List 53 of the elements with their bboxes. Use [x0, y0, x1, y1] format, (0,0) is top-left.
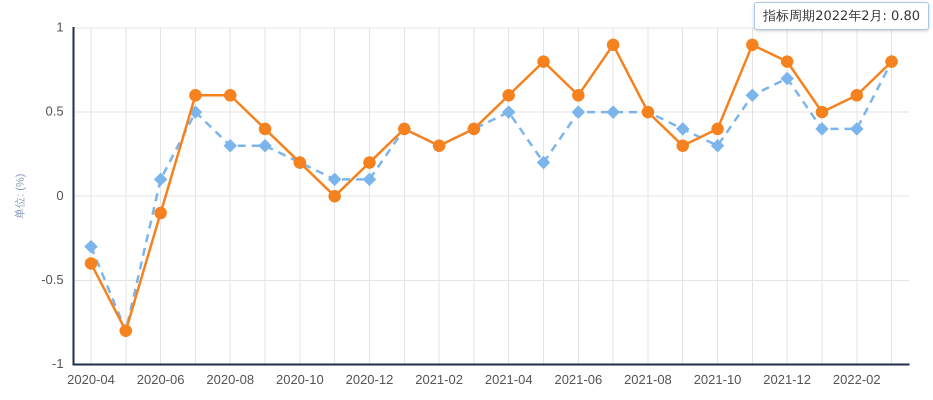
point [363, 173, 376, 186]
x-tick-label: 2021-06 [554, 372, 602, 387]
point [258, 139, 272, 152]
point [224, 139, 236, 152]
point [224, 89, 236, 102]
point [850, 122, 864, 136]
point [711, 122, 724, 136]
point [780, 55, 794, 68]
point [676, 122, 689, 136]
x-tick-label: 2020-06 [136, 372, 184, 387]
point [502, 89, 515, 102]
point [502, 106, 515, 118]
point [328, 190, 341, 202]
point [572, 89, 585, 102]
y-axis-title: 单位: (%) [14, 174, 27, 219]
x-tick-label: 2021-04 [484, 372, 533, 387]
point [850, 89, 864, 102]
point [746, 89, 759, 102]
x-tick-label: 2021-12 [763, 372, 812, 387]
x-tick-label: 2021-08 [624, 372, 672, 387]
x-tick-label: 2020-12 [346, 372, 394, 387]
x-tick-label: 2021-10 [694, 372, 742, 387]
x-tick-label: 2020-04 [67, 372, 115, 387]
x-tick-label: 2022-02 [832, 372, 881, 387]
point [606, 106, 620, 118]
point [676, 139, 689, 152]
point [154, 173, 167, 186]
point [606, 38, 620, 52]
point [84, 240, 98, 253]
point [154, 206, 167, 220]
point [572, 106, 585, 118]
y-tick-label: 0.5 [46, 104, 64, 119]
point [780, 72, 794, 85]
y-tick-label: 0 [56, 188, 64, 203]
point [816, 122, 828, 136]
point [328, 173, 341, 186]
y-tick-label: -0.5 [41, 272, 64, 287]
point [711, 139, 724, 152]
x-tick-label: 2020-10 [276, 372, 324, 387]
point [84, 257, 98, 270]
point [816, 106, 828, 118]
point [189, 106, 202, 118]
point [258, 122, 272, 136]
point [746, 38, 759, 52]
point [189, 89, 202, 102]
x-tick-label: 2020-08 [206, 372, 254, 387]
y-tick-label: 1 [56, 20, 64, 35]
point [537, 55, 550, 68]
text: 指标周期2022年2月: 0.80 [754, 2, 929, 30]
point [537, 156, 550, 169]
point [363, 156, 376, 169]
y-tick-label: -1 [52, 356, 64, 371]
x-tick-label: 2021-02 [415, 372, 463, 387]
